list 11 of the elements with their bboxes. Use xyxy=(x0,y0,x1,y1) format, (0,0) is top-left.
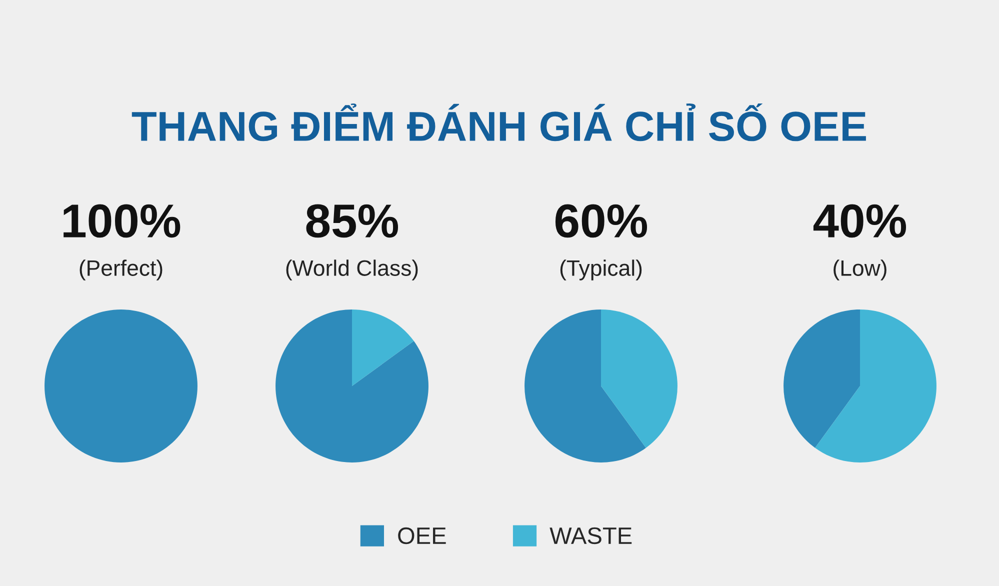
chart-title: 60% xyxy=(555,204,648,238)
chart-subtitle: (Perfect) xyxy=(80,260,162,280)
chart-subtitle: (Low) xyxy=(834,260,886,280)
chart-subtitle: (Typical) xyxy=(560,260,642,280)
text: THANG ĐIỂM ĐÁNH GIÁ CHỈ SỐ OEE xyxy=(132,103,866,142)
chart-title: 100% xyxy=(64,204,180,238)
chart-title: 85% xyxy=(306,204,398,238)
chart-subtitle: (World Class) xyxy=(286,260,418,280)
legend-label: OEE xyxy=(398,527,446,544)
chart-title: 40% xyxy=(813,204,906,238)
legend-label: WASTE xyxy=(550,527,632,544)
